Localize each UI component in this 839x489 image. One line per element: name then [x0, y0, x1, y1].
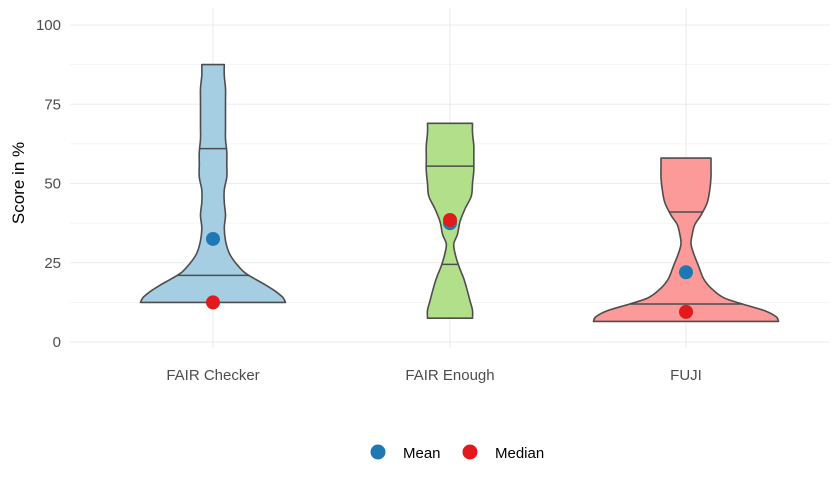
summary-points — [206, 212, 693, 319]
median-point — [206, 295, 220, 310]
y-tick-label: 0 — [53, 334, 61, 351]
x-tick-label: FAIR Enough — [405, 367, 494, 384]
violins — [139, 63, 780, 323]
legend-median-label: Median — [495, 445, 544, 462]
y-tick-label: 100 — [36, 17, 61, 34]
y-tick-labels: 0 25 50 75 100 — [36, 17, 61, 351]
legend: Mean Median — [370, 444, 544, 462]
legend-mean-swatch — [370, 444, 386, 460]
median-point — [443, 212, 457, 227]
median-point — [679, 304, 693, 319]
y-tick-label: 25 — [44, 255, 61, 272]
legend-mean-label: Mean — [403, 445, 441, 462]
y-tick-label: 75 — [44, 96, 61, 113]
x-tick-label: FUJI — [670, 367, 702, 384]
mean-point — [206, 231, 220, 246]
y-axis-title: Score in % — [9, 142, 28, 224]
y-tick-label: 50 — [44, 176, 61, 193]
mean-point — [679, 265, 693, 280]
legend-median-swatch — [462, 444, 478, 460]
violin-fair-checker — [139, 63, 287, 304]
violin-fuji — [592, 157, 780, 323]
x-tick-label: FAIR Checker — [166, 367, 259, 384]
x-tick-labels: FAIR Checker FAIR Enough FUJI — [166, 367, 702, 384]
